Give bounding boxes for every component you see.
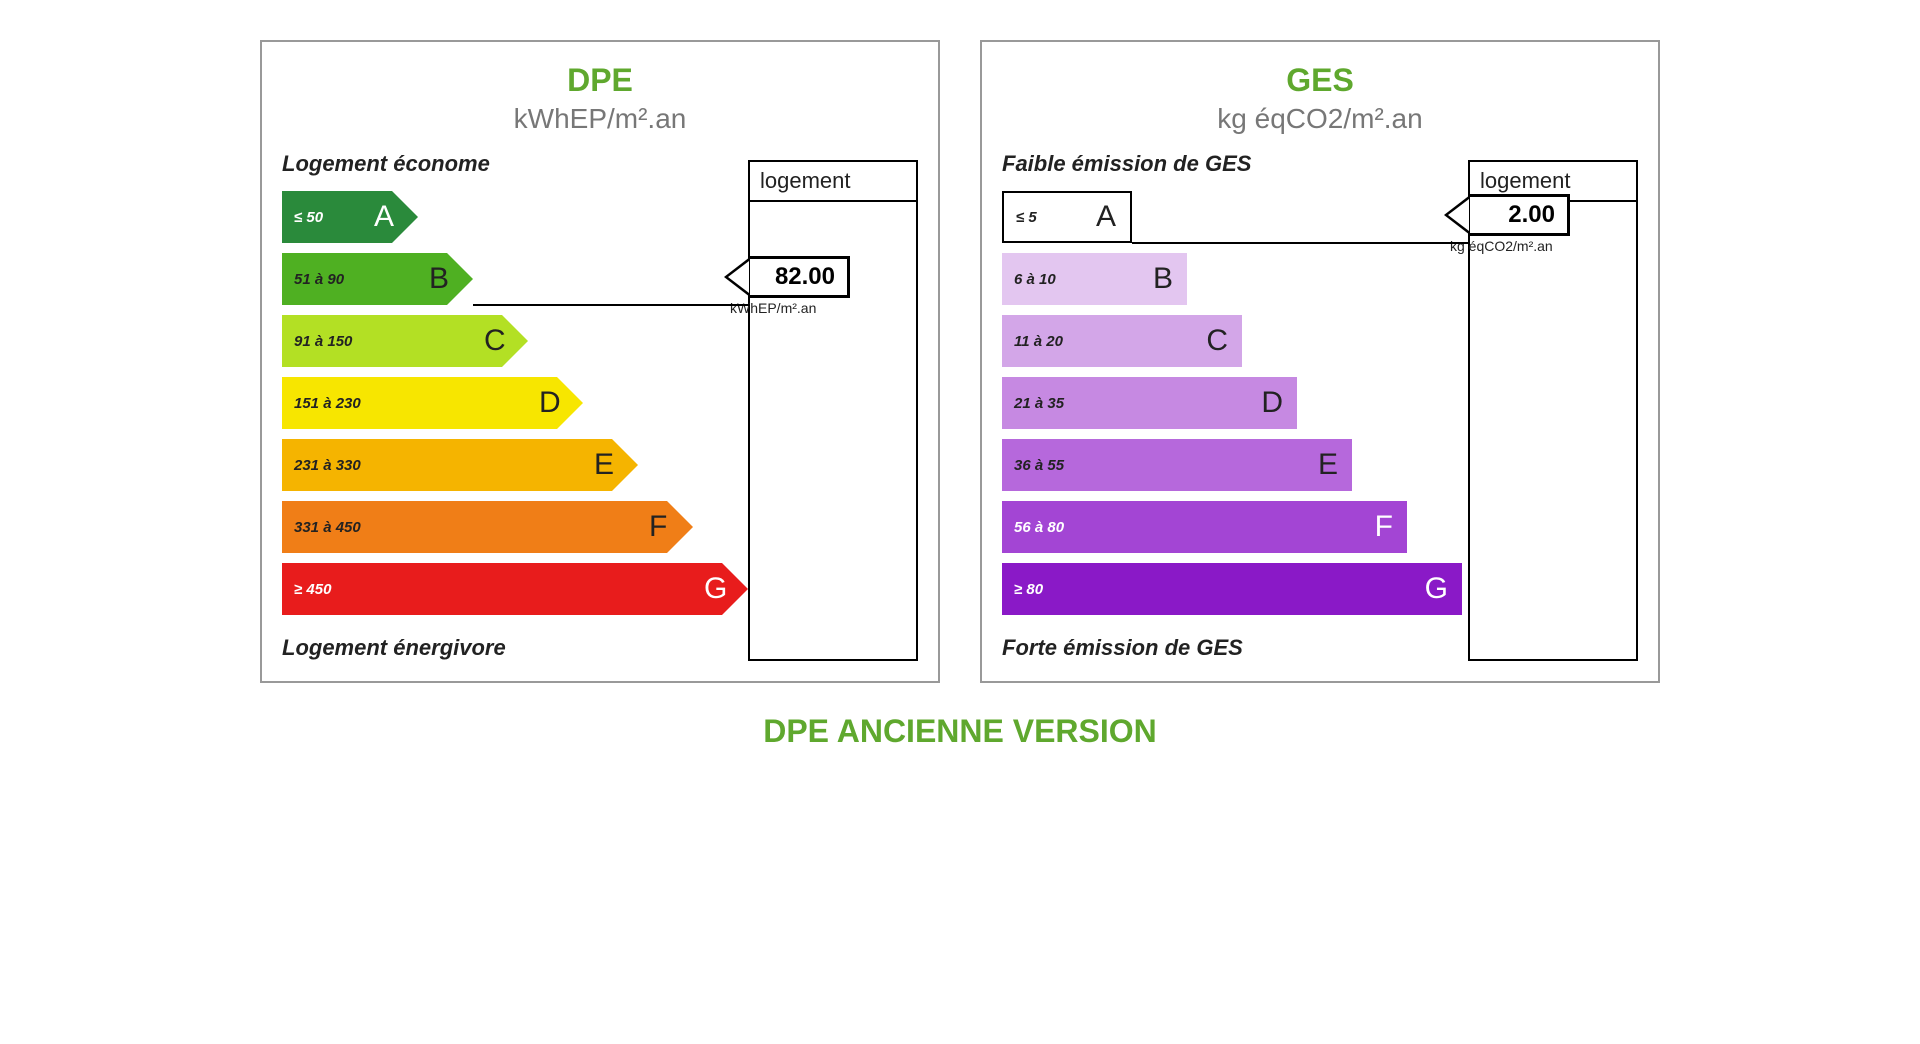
dpe-band-range: 91 à 150 <box>294 333 352 350</box>
dpe-band-letter: F <box>649 510 667 544</box>
ges-logement-column: logement 2.00 kg éqCO2/m².an <box>1468 160 1638 661</box>
ges-band-letter: E <box>1318 448 1338 482</box>
dpe-bands: ≤ 50 A 51 à 90 B 91 à 150 C 151 à 230 D 231 à 33… <box>282 191 752 615</box>
dpe-band-letter: C <box>484 324 506 358</box>
ges-band-letter: F <box>1375 510 1393 544</box>
dpe-band-letter: D <box>539 386 561 420</box>
ges-value: 2.00 <box>1470 194 1570 236</box>
dpe-top-caption: Logement économe <box>282 151 752 177</box>
ges-connector-line <box>1132 242 1470 244</box>
ges-band-letter: B <box>1153 262 1173 296</box>
ges-band-letter: C <box>1206 324 1228 358</box>
ges-band-f: 56 à 80 F <box>1002 501 1472 553</box>
ges-band-a: ≤ 5 A <box>1002 191 1472 243</box>
ges-band-g: ≥ 80 G <box>1002 563 1472 615</box>
dpe-bottom-caption: Logement énergivore <box>282 635 752 661</box>
dpe-band-range: ≤ 50 <box>294 209 323 226</box>
ges-bottom-caption: Forte émission de GES <box>1002 635 1472 661</box>
dpe-band-f: 331 à 450 F <box>282 501 752 553</box>
ges-bands: ≤ 5 A 6 à 10 B 11 à 20 C 21 à 35 D 36 à 55 E 56 à … <box>1002 191 1472 615</box>
dpe-panel: DPE kWhEP/m².an logement 82.00 kWhEP/m².… <box>260 40 940 683</box>
ges-band-range: 11 à 20 <box>1014 333 1063 350</box>
ges-title: GES <box>1002 62 1638 99</box>
ges-top-caption: Faible émission de GES <box>1002 151 1472 177</box>
dpe-band-a: ≤ 50 A <box>282 191 752 243</box>
dpe-logement-column: logement 82.00 kWhEP/m².an <box>748 160 918 661</box>
dpe-band-e: 231 à 330 E <box>282 439 752 491</box>
dpe-band-d: 151 à 230 D <box>282 377 752 429</box>
ges-band-range: 56 à 80 <box>1014 519 1064 536</box>
ges-band-range: ≥ 80 <box>1014 581 1043 598</box>
dpe-band-letter: E <box>594 448 614 482</box>
ges-band-range: 36 à 55 <box>1014 457 1064 474</box>
ges-band-c: 11 à 20 C <box>1002 315 1472 367</box>
dpe-value: 82.00 <box>750 256 850 298</box>
dpe-band-letter: B <box>429 262 449 296</box>
dpe-band-letter: A <box>374 200 394 234</box>
ges-band-letter: A <box>1096 200 1116 234</box>
dpe-unit: kWhEP/m².an <box>282 103 918 135</box>
footer-label: DPE ANCIENNE VERSION <box>40 713 1880 750</box>
ges-panel: GES kg éqCO2/m².an logement 2.00 kg éqCO… <box>980 40 1660 683</box>
ges-band-e: 36 à 55 E <box>1002 439 1472 491</box>
dpe-band-range: 151 à 230 <box>294 395 361 412</box>
dpe-band-g: ≥ 450 G <box>282 563 752 615</box>
ges-band-range: ≤ 5 <box>1016 209 1037 226</box>
dpe-title: DPE <box>282 62 918 99</box>
ges-band-range: 6 à 10 <box>1014 271 1056 288</box>
dpe-band-range: 231 à 330 <box>294 457 361 474</box>
dpe-band-b: 51 à 90 B <box>282 253 752 305</box>
dpe-value-unit: kWhEP/m².an <box>730 300 890 316</box>
ges-value-unit: kg éqCO2/m².an <box>1450 238 1610 254</box>
ges-band-letter: D <box>1261 386 1283 420</box>
ges-unit: kg éqCO2/m².an <box>1002 103 1638 135</box>
ges-band-b: 6 à 10 B <box>1002 253 1472 305</box>
dpe-band-range: ≥ 450 <box>294 581 331 598</box>
dpe-band-c: 91 à 150 C <box>282 315 752 367</box>
ges-band-letter: G <box>1425 572 1448 606</box>
dpe-connector-line <box>473 304 750 306</box>
ges-band-d: 21 à 35 D <box>1002 377 1472 429</box>
ges-band-range: 21 à 35 <box>1014 395 1064 412</box>
dpe-logement-header: logement <box>750 162 916 202</box>
dpe-band-range: 51 à 90 <box>294 271 344 288</box>
dpe-band-range: 331 à 450 <box>294 519 361 536</box>
dpe-band-letter: G <box>704 572 727 606</box>
